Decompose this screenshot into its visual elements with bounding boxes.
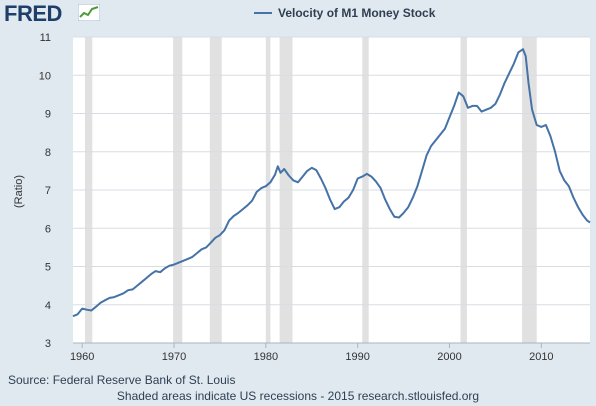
chart-legend: Velocity of M1 Money Stock xyxy=(254,6,435,20)
x-tick-label: 1970 xyxy=(162,351,186,363)
y-tick-label: 3 xyxy=(45,338,51,350)
fred-logo-graph-icon xyxy=(78,4,100,21)
x-tick-label: 2000 xyxy=(437,351,461,363)
y-tick-label: 10 xyxy=(39,70,51,82)
legend-swatch xyxy=(254,12,272,14)
y-axis-label: (Ratio) xyxy=(13,174,25,208)
y-tick-label: 7 xyxy=(45,185,51,197)
y-tick-label: 8 xyxy=(45,147,51,159)
y-tick-label: 9 xyxy=(45,109,51,121)
series-line xyxy=(72,48,591,318)
y-tick-label: 4 xyxy=(45,300,51,312)
x-tick-label: 2010 xyxy=(529,351,553,363)
source-text: Source: Federal Reserve Bank of St. Loui… xyxy=(8,373,236,387)
y-tick-label: 5 xyxy=(45,262,51,274)
x-tick-label: 1990 xyxy=(345,351,369,363)
y-tick-label: 6 xyxy=(45,223,51,235)
fred-logo: FRED xyxy=(4,1,62,26)
x-tick-label: 1960 xyxy=(70,351,94,363)
recession-note: Shaded areas indicate US recessions - 20… xyxy=(116,389,480,403)
x-tick-label: 1980 xyxy=(254,351,278,363)
y-tick-label: 11 xyxy=(40,32,51,44)
chart-title: Velocity of M1 Money Stock xyxy=(278,6,436,20)
